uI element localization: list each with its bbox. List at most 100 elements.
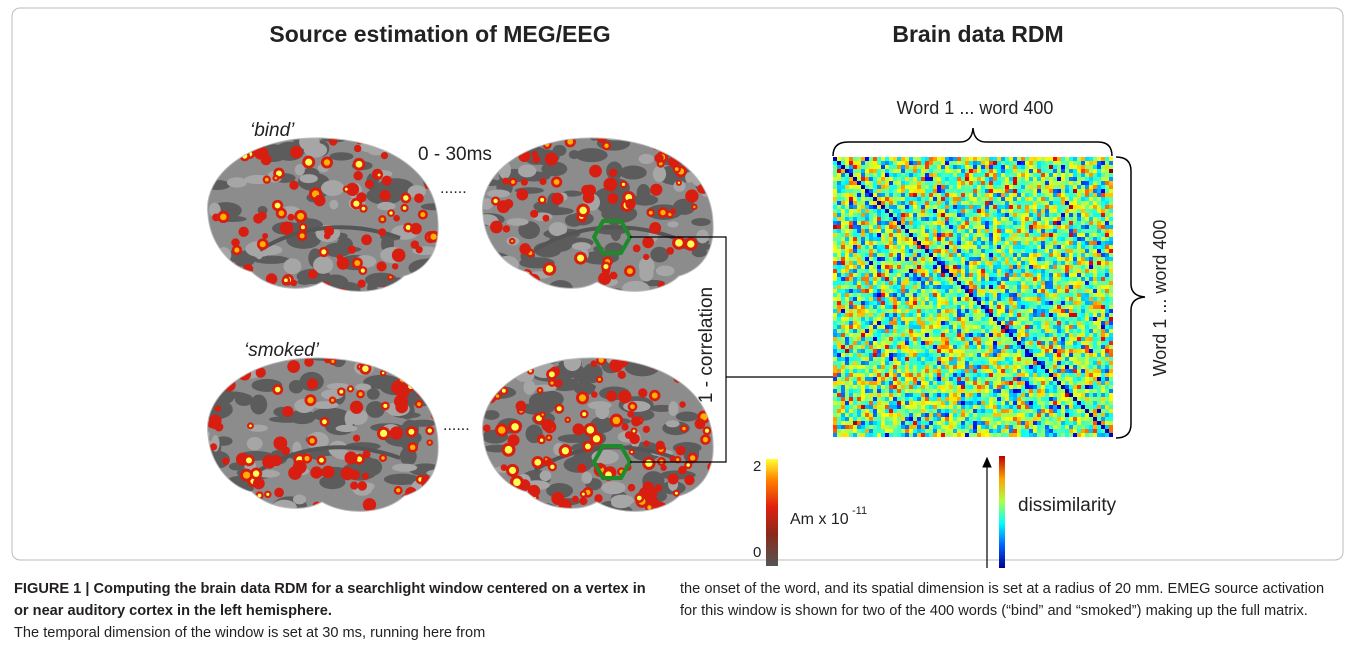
matrix-cell (1069, 161, 1073, 165)
activation (281, 446, 291, 456)
matrix-cell (1041, 201, 1045, 205)
activation (376, 261, 387, 272)
matrix-cell (869, 341, 873, 345)
matrix-cell (909, 181, 913, 185)
matrix-cell (953, 169, 957, 173)
activation (208, 503, 216, 511)
matrix-cell (1097, 365, 1101, 369)
matrix-cell (969, 201, 973, 205)
matrix-cell (1101, 341, 1105, 345)
matrix-cell (857, 261, 861, 265)
matrix-cell (957, 225, 961, 229)
matrix-cell (1045, 193, 1049, 197)
matrix-cell (841, 293, 845, 297)
matrix-cell (865, 313, 869, 317)
matrix-cell (985, 349, 989, 353)
matrix-cell (901, 185, 905, 189)
matrix-cell (845, 185, 849, 189)
matrix-cell (845, 361, 849, 365)
matrix-cell (937, 325, 941, 329)
matrix-cell (869, 233, 873, 237)
matrix-cell (837, 241, 841, 245)
matrix-cell (1005, 181, 1009, 185)
sulcus (420, 203, 439, 211)
matrix-cell (921, 161, 925, 165)
matrix-cell (869, 221, 873, 225)
matrix-cell (1085, 265, 1089, 269)
matrix-cell (1001, 185, 1005, 189)
activation (626, 348, 635, 357)
matrix-cell (877, 197, 881, 201)
matrix-cell (965, 365, 969, 369)
matrix-cell (913, 245, 917, 249)
matrix-cell (889, 253, 893, 257)
activation (306, 378, 319, 390)
matrix-cell (925, 229, 929, 233)
matrix-cell (1061, 365, 1065, 369)
matrix-cell (1005, 201, 1009, 205)
matrix-cell (833, 261, 837, 265)
matrix-cell (933, 221, 937, 225)
matrix-cell (1061, 213, 1065, 217)
matrix-cell (1053, 217, 1057, 221)
matrix-cell (1021, 193, 1025, 197)
matrix-cell (885, 289, 889, 293)
matrix-cell (933, 233, 937, 237)
sulcus (690, 508, 714, 512)
matrix-cell (1109, 345, 1113, 349)
matrix-cell (1101, 281, 1105, 285)
matrix-cell (965, 353, 969, 357)
matrix-cell (917, 345, 921, 349)
activation (420, 212, 426, 218)
matrix-cell (857, 157, 861, 161)
matrix-cell (857, 189, 861, 193)
matrix-cell (853, 245, 857, 249)
matrix-cell (833, 277, 837, 281)
matrix-cell (1033, 321, 1037, 325)
matrix-cell (1045, 257, 1049, 261)
matrix-cell (857, 197, 861, 201)
matrix-cell (897, 249, 901, 253)
matrix-cell (1069, 189, 1073, 193)
matrix-cell (1009, 165, 1013, 169)
matrix-cell (853, 249, 857, 253)
matrix-cell (1009, 369, 1013, 373)
matrix-cell (949, 181, 953, 185)
matrix-cell (1025, 169, 1029, 173)
matrix-cell (837, 365, 841, 369)
matrix-cell (1001, 313, 1005, 317)
matrix-cell (917, 337, 921, 341)
sulcus (210, 362, 238, 375)
matrix-cell (1049, 233, 1053, 237)
matrix-cell (981, 173, 985, 177)
matrix-cell (1109, 265, 1113, 269)
matrix-cell (1037, 349, 1041, 353)
matrix-cell (1037, 345, 1041, 349)
matrix-cell (861, 269, 865, 273)
matrix-cell (1065, 245, 1069, 249)
matrix-cell (1033, 301, 1037, 305)
matrix-cell (1089, 161, 1093, 165)
matrix-cell (1009, 205, 1013, 209)
matrix-cell (1029, 185, 1033, 189)
matrix-cell (1085, 237, 1089, 241)
matrix-cell (833, 217, 837, 221)
matrix-cell (1017, 357, 1021, 361)
matrix-cell (901, 217, 905, 221)
matrix-cell (933, 301, 937, 305)
activation (503, 286, 516, 292)
matrix-cell (897, 157, 901, 161)
activation (210, 505, 214, 509)
matrix-cell (985, 185, 989, 189)
sulcus (539, 390, 564, 408)
matrix-cell (1009, 317, 1013, 321)
matrix-cell (909, 369, 913, 373)
matrix-cell (921, 217, 925, 221)
matrix-cell (833, 253, 837, 257)
matrix-cell (905, 173, 909, 177)
matrix-cell (877, 353, 881, 357)
matrix-cell (1049, 285, 1053, 289)
matrix-cell (953, 361, 957, 365)
matrix-cell (937, 165, 941, 169)
